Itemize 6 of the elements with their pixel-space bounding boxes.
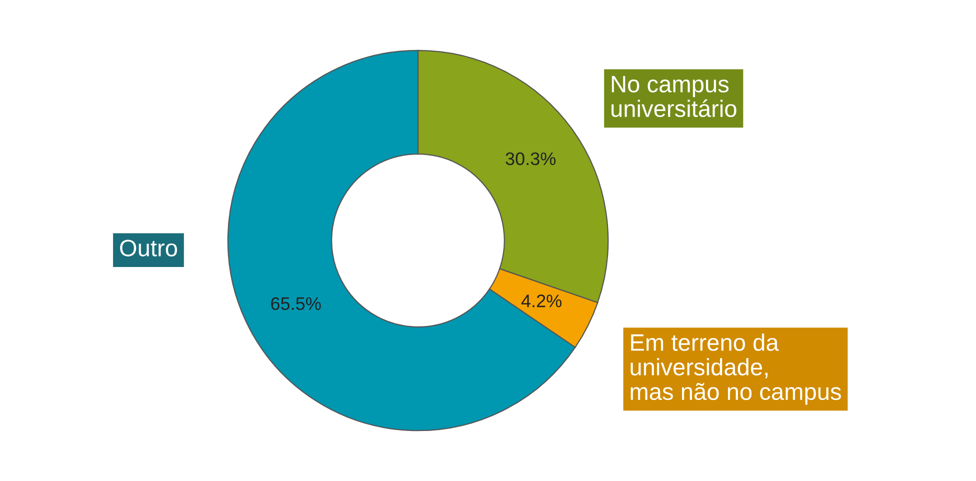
data-label: 4.2% (521, 294, 562, 308)
slice-label: No campus universitário (612, 76, 736, 118)
slice-label: Outro (120, 240, 178, 256)
data-label: 65.5% (271, 297, 321, 310)
data-label: 30.3% (506, 152, 556, 166)
slice-label: Em terreno da universidade, mas não no campus (630, 334, 841, 405)
